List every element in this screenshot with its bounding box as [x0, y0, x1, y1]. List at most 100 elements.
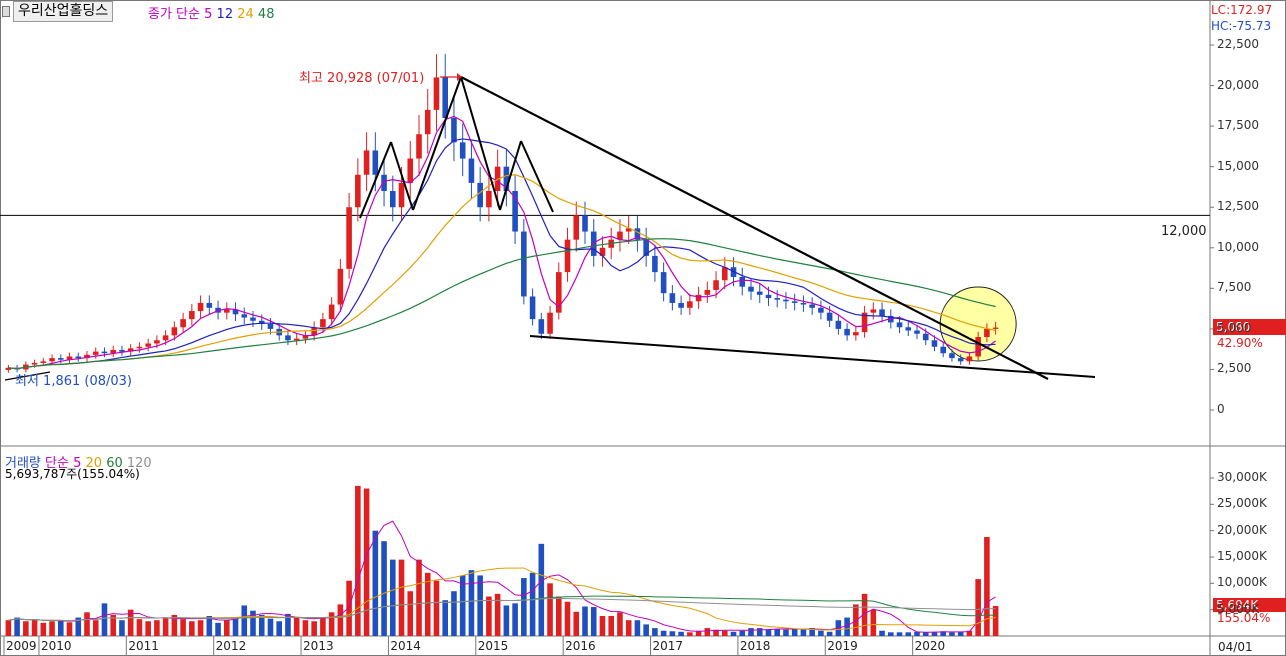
candle-body: [92, 351, 99, 355]
ma-line-ma24: [8, 174, 996, 370]
candle-body: [206, 302, 213, 308]
ma48-legend: 48: [257, 7, 275, 22]
candle-body: [66, 356, 73, 360]
volume-bar: [145, 621, 151, 636]
candle-body: [957, 358, 964, 362]
volume-title: 거래량: [5, 456, 41, 471]
volume-bar: [844, 617, 850, 636]
candle-body: [887, 315, 894, 323]
volume-bar: [328, 612, 335, 636]
vma60-legend: 60: [106, 456, 123, 471]
candle-body: [363, 150, 370, 175]
stock-name-selector[interactable]: 우리산업홀딩스: [13, 1, 114, 22]
time-tick-label: 2016: [565, 639, 596, 653]
volume-bar: [791, 628, 798, 636]
candle-body: [678, 302, 684, 308]
time-tick-label: 2014: [390, 639, 421, 653]
candle-body: [302, 335, 309, 339]
volume-bar: [529, 572, 536, 636]
volume-bar: [206, 615, 213, 636]
candle-body: [398, 182, 405, 208]
volume-bar: [608, 615, 615, 636]
candle-body: [293, 338, 300, 341]
volume-bar: [966, 630, 973, 636]
price-tick-label: 0: [1217, 402, 1225, 416]
candle-body: [486, 191, 492, 208]
volume-bar: [678, 631, 684, 636]
low-marker-line: [4, 371, 51, 381]
pattern-line: [520, 140, 554, 213]
volume-legend: 거래량 단순 5 20 60 120: [5, 452, 152, 471]
volume-bar: [355, 485, 361, 636]
candle-body: [844, 328, 850, 336]
volume-bar: [433, 580, 440, 636]
volume-bar: [652, 628, 658, 636]
candle-body: [564, 239, 571, 273]
volume-bar: [223, 620, 230, 636]
high-annotation: 최고 20,928 (07/01): [299, 71, 425, 86]
time-tick-label: 2012: [215, 639, 247, 653]
hline-label: 12,000: [1161, 224, 1207, 239]
volume-bar: [922, 632, 929, 636]
volume-bar: [407, 591, 414, 636]
volume-bar: [582, 606, 588, 636]
candle-body: [748, 286, 754, 292]
candle-body: [5, 367, 12, 370]
volume-bar: [949, 632, 955, 636]
candle-body: [573, 215, 580, 240]
volume-tick-label: 30,000K: [1217, 470, 1267, 484]
candle-body: [599, 247, 606, 256]
volume-bar: [887, 632, 894, 636]
volume-bar: [363, 488, 370, 636]
volume-bar: [119, 620, 125, 636]
candle-body: [416, 134, 422, 159]
candle-body: [459, 142, 466, 159]
volume-bar: [826, 631, 833, 636]
panel-toggle-icon[interactable]: [2, 6, 10, 17]
candle-body: [922, 333, 929, 341]
volume-ma-label: 단순: [45, 456, 69, 471]
time-tick-label: 2017: [652, 639, 684, 653]
low-annotation: 최저 1,861 (08/03): [15, 374, 133, 389]
candle-body: [529, 296, 536, 320]
volume-ma-line: [8, 595, 996, 622]
candle-body: [879, 309, 885, 316]
time-tick-label: 2020: [914, 639, 946, 653]
ma24-legend: 24: [237, 7, 254, 22]
candle-body: [180, 319, 186, 328]
time-tick-label: 2018: [739, 639, 771, 653]
volume-bar: [617, 612, 623, 636]
candle-body: [328, 304, 335, 320]
candle-body: [189, 311, 195, 320]
time-tick-label: 2015: [477, 639, 509, 653]
candle-body: [57, 358, 64, 360]
candle-body: [826, 312, 833, 321]
volume-bar: [84, 612, 90, 636]
volume-bar: [861, 593, 868, 636]
candle-body: [285, 335, 291, 341]
price-legend: 종가 단순 5 12 24 48: [148, 3, 274, 22]
candle-body: [905, 327, 912, 331]
volume-bar: [669, 631, 676, 636]
volume-bar: [477, 575, 483, 636]
candle-body: [110, 349, 117, 354]
volume-bar: [547, 583, 553, 636]
volume-tick-label: 25,000K: [1217, 496, 1267, 511]
candle-body: [818, 307, 824, 313]
volume-bar: [721, 630, 728, 636]
volume-bar: [818, 630, 824, 636]
last-pct: 42.90%: [1217, 336, 1263, 350]
candle-body: [992, 327, 999, 329]
candle-body: [809, 304, 815, 308]
price-tick-label: 20,000: [1217, 77, 1259, 92]
volume-bar: [57, 620, 64, 636]
volume-bar: [23, 621, 29, 636]
high-marker-arrowhead: [457, 73, 462, 81]
volume-bar: [189, 621, 195, 636]
volume-bar: [197, 620, 204, 636]
candle-body: [442, 77, 449, 118]
candle-body: [145, 343, 151, 347]
ma-line-ma5: [8, 115, 996, 370]
vol-pct: 155.04%: [1217, 611, 1271, 625]
